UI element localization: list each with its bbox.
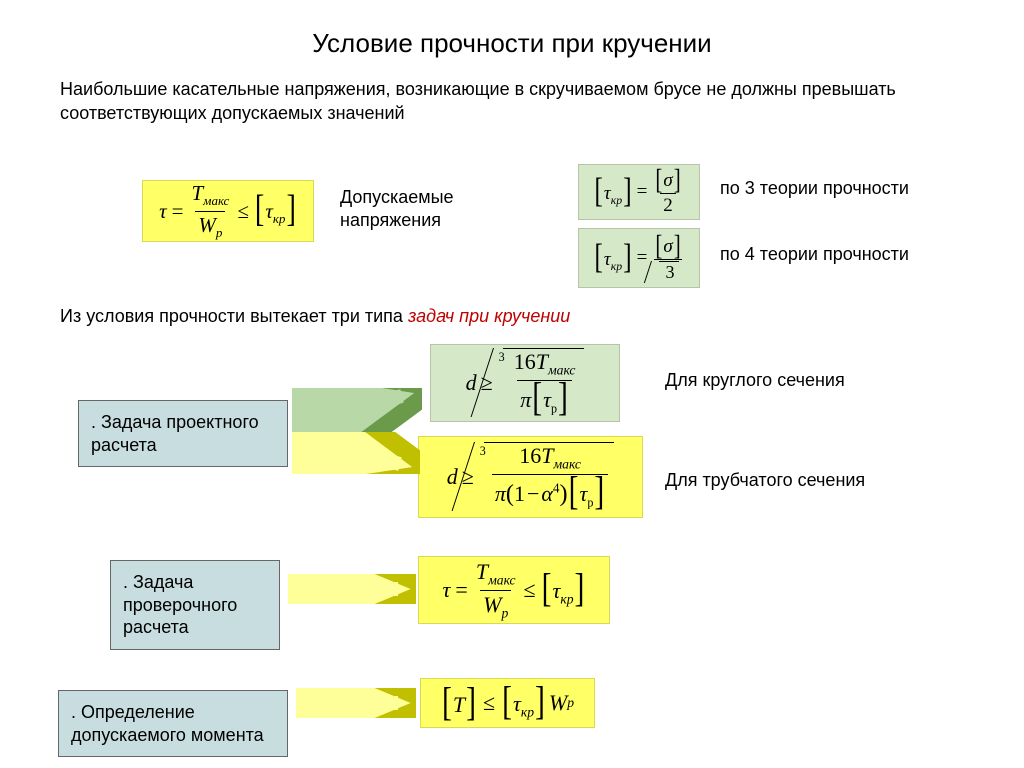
formula-theory3: [τкр] = [σ] 2: [578, 164, 700, 220]
leq: ≤: [237, 199, 249, 224]
w-symbol: W: [198, 213, 216, 237]
allowable-label: Допускаемые напряжения: [340, 186, 480, 233]
equals: =: [172, 199, 184, 224]
round-caption: Для круглого сечения: [665, 370, 845, 391]
task3-box: . Определение допускаемого момента: [58, 690, 288, 757]
tau-symbol: τ: [159, 199, 167, 224]
task3-text: . Определение допускаемого момента: [71, 702, 264, 745]
subheading: Из условия прочности вытекает три типа з…: [60, 306, 570, 327]
bracket-term: [τкр]: [254, 194, 297, 227]
tube-caption: Для трубчатого сечения: [665, 470, 865, 491]
w-sub: p: [216, 225, 223, 240]
subheading-plain: Из условия прочности вытекает три типа: [60, 306, 408, 326]
task2-box: . Задача проверочного расчета: [110, 560, 280, 650]
intro-text: Наибольшие касательные напряжения, возни…: [0, 77, 1024, 126]
t-sub: макс: [203, 194, 229, 209]
task2-text: . Задача проверочного расчета: [123, 572, 237, 637]
t-symbol: T: [191, 181, 203, 205]
formula-round: d ≥ 3 16Tмакс π[τp]: [430, 344, 620, 422]
page-title: Условие прочности при кручении: [0, 0, 1024, 77]
subheading-emph: задач при кручении: [408, 306, 570, 326]
arrow-yellow-1: [292, 432, 420, 474]
arrow-yellow-3: [296, 688, 416, 718]
formula-theory4: [τкр] = [σ] 3: [578, 228, 700, 288]
task1-text: . Задача проектного расчета: [91, 412, 259, 455]
arrow-green: [292, 388, 422, 432]
formula-moment: [T] ≤ [τкр] Wp: [420, 678, 595, 728]
formula-tube: d ≥ 3 16Tмакс π(1−α4)[τp]: [418, 436, 643, 518]
task1-box: . Задача проектного расчета: [78, 400, 288, 467]
theory4-caption: по 4 теории прочности: [720, 244, 909, 265]
fraction: Tмакс Wp: [188, 181, 232, 240]
formula-check: τ = Tмакс Wp ≤ [τкр]: [418, 556, 610, 624]
theory3-caption: по 3 теории прочности: [720, 178, 909, 199]
formula-main: τ = Tмакс Wp ≤ [τкр]: [142, 180, 314, 242]
arrow-yellow-2: [288, 574, 416, 604]
